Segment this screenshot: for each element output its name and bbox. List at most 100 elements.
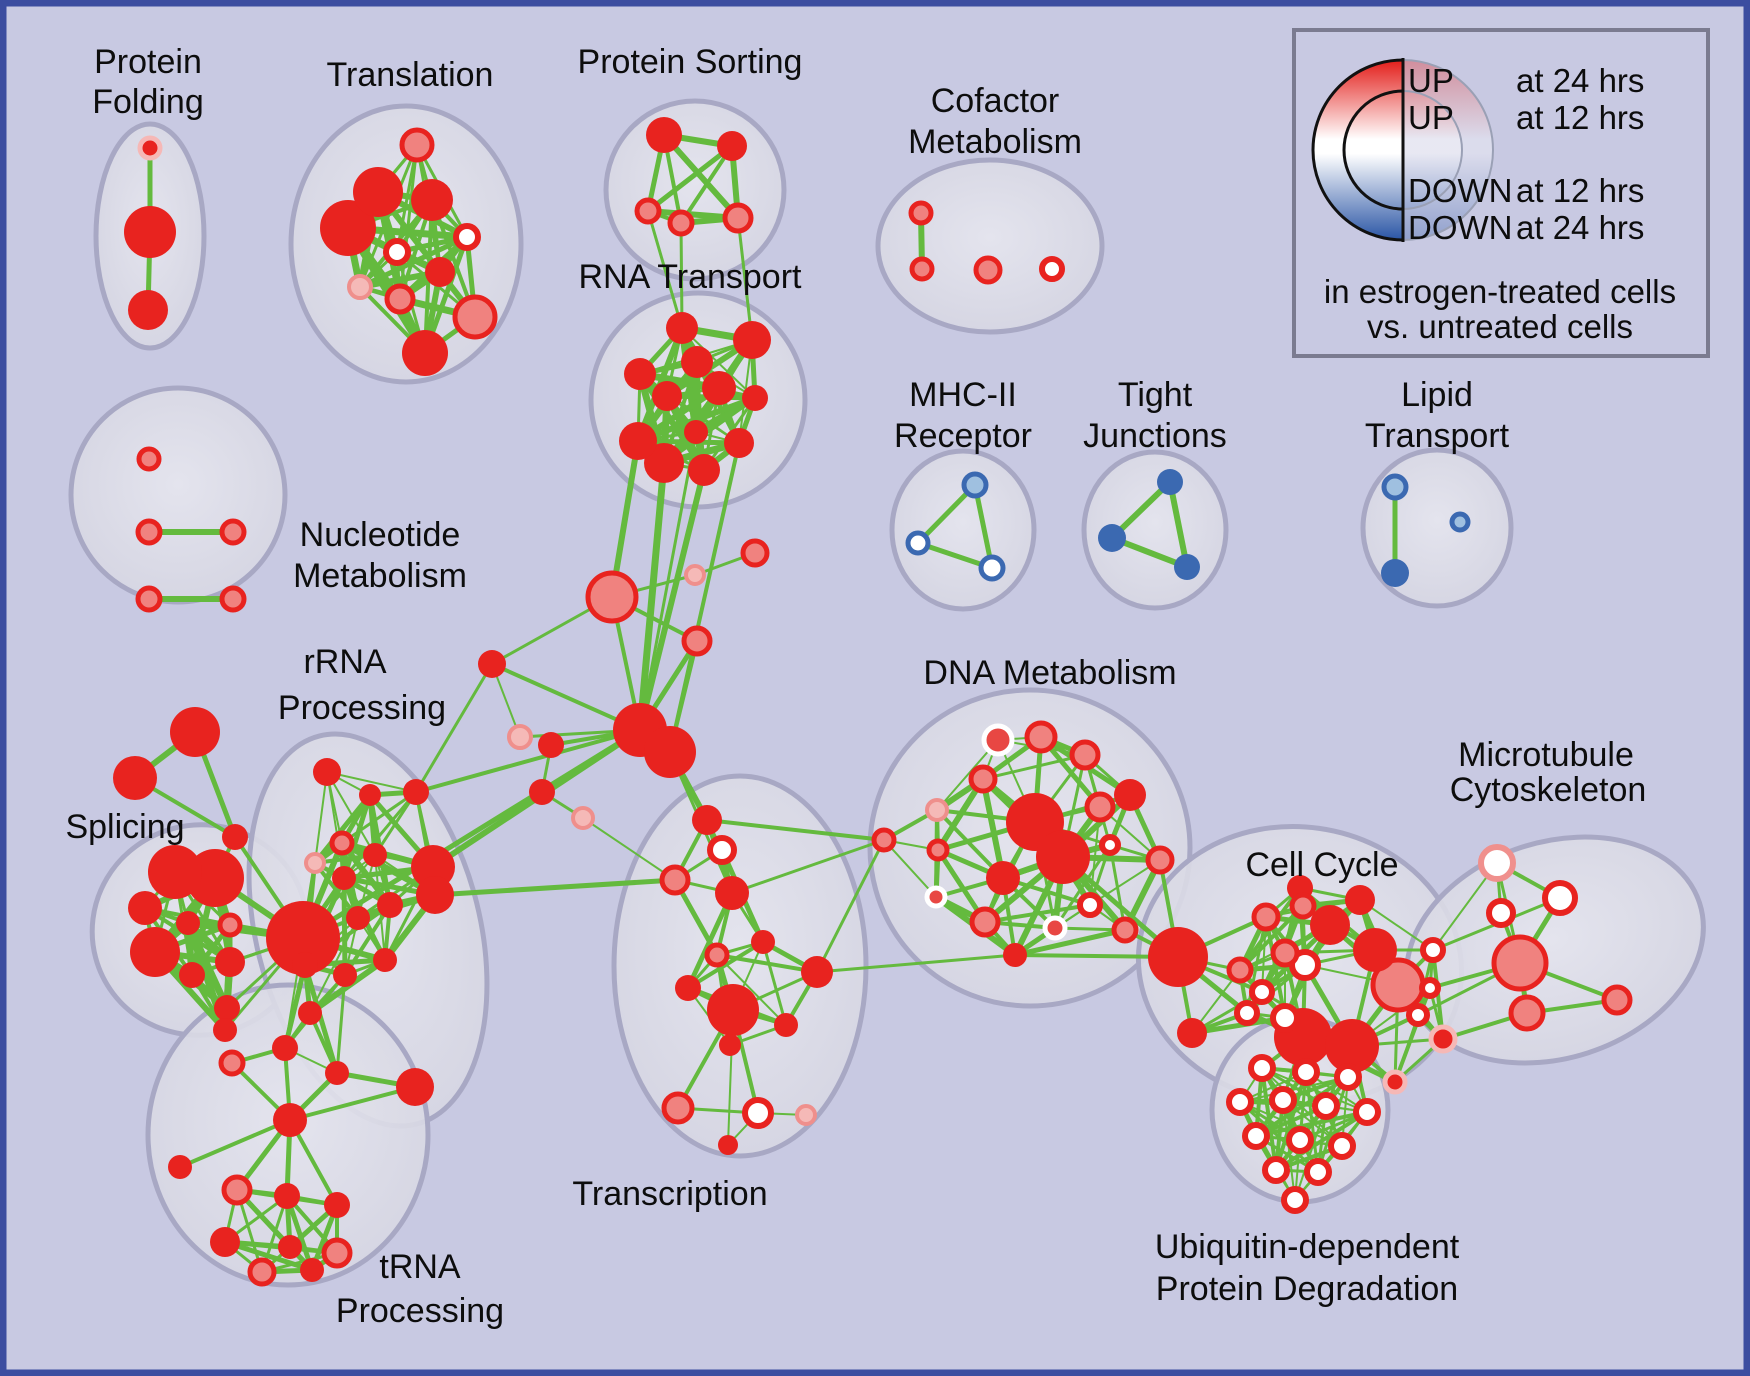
node-dm11 [1084,791,1116,823]
node-nm4 [135,585,163,613]
cluster-ellipse-protein-sorting [603,98,787,282]
legend-time-1: at 24 hrs [1516,62,1644,99]
cluster-label-transcription: Transcription [572,1175,767,1213]
edge-rt7-rt9 [635,395,758,444]
edge-rt12-ch5 [637,467,707,733]
edge-ps1-ps5 [661,132,741,221]
node-ub5 [1269,1086,1297,1114]
node-rr17 [325,1061,349,1085]
node-mh2 [905,530,931,556]
cluster-label-lipid-transport-line2: Transport [1365,417,1510,455]
cluster-label-ubiquitin-degradation-line2: Protein Degradation [1156,1270,1458,1308]
node-rr8 [411,845,455,889]
legend-ring-12h-half [1342,89,1405,211]
node-cc17 [1270,1003,1300,1033]
node-ub1 [1248,1054,1276,1082]
node-mt3 [1486,898,1516,928]
node-mt6 [1601,984,1633,1016]
node-cc7 [1249,979,1275,1005]
node-ub7 [1353,1098,1381,1126]
node-rr3 [403,779,429,805]
node-rt12 [688,454,720,486]
node-rr11 [346,906,370,930]
legend-direction-2: UP [1408,99,1454,136]
node-mt1 [1478,844,1516,882]
node-tr6 [210,1227,240,1257]
edge-rr1-rr6 [326,771,376,856]
node-nm1 [136,446,162,472]
edge-ch5-rr3 [414,728,642,794]
edge-tx1-dm6 [705,818,886,842]
cluster-ellipse-mhc-ii-receptor [889,448,1037,612]
node-ch9 [571,806,595,830]
node-dm2 [1024,720,1058,754]
node-ub2 [1292,1058,1320,1086]
edge-rr1-rr3 [326,771,417,793]
node-rt8 [684,420,708,444]
node-tx7 [675,975,701,1001]
cluster-label-cofactor-metabolism-line1: Cofactor [931,82,1060,120]
edge-tx4-tx7 [685,890,735,991]
node-rr2 [359,784,381,806]
node-tx12 [661,1091,695,1125]
node-mt4 [1491,934,1549,992]
edge-rr12-rr17 [302,962,340,1076]
node-ps5 [722,202,754,234]
node-pf3 [128,290,168,330]
edge-rr3-rr4 [340,790,418,845]
edge-tx5-tx10 [761,940,788,1027]
legend-ring-12h-faded-half [1402,89,1463,211]
edge-rr7-rr13 [341,875,348,978]
node-ch10 [478,650,506,678]
cluster-label-tight-junctions-line2: Junctions [1083,417,1227,455]
edge-rr1-rr5 [314,771,328,864]
node-tx8 [801,956,833,988]
node-rr13 [333,963,357,987]
legend-note-line2: vs. untreated cells [1367,308,1633,345]
edge-dm13-dm18 [1053,843,1112,930]
edge-rt4-rt7 [637,371,758,401]
node-nm5 [219,585,247,613]
node-tr8 [321,1237,353,1269]
node-cc5 [1270,938,1300,968]
node-pf1 [137,135,163,161]
node-ch3 [740,538,770,568]
node-cc11 [1345,885,1375,915]
node-tl3 [411,179,453,221]
node-sp13 [214,995,240,1021]
node-sp14 [213,1018,237,1042]
node-dm14 [924,885,948,909]
node-tr4 [274,1183,300,1209]
edge-tj1-tj3 [1167,479,1190,570]
node-ch2 [684,564,706,586]
node-dm13 [1099,834,1121,856]
node-dm6 [871,827,897,853]
node-cc2 [1177,1018,1207,1048]
node-rr19 [218,1049,246,1077]
node-tl9 [384,283,416,315]
node-rr14 [373,948,397,972]
node-ch4 [681,625,713,657]
node-sp4 [148,845,202,899]
node-tr7 [278,1235,302,1259]
node-mh1 [961,471,989,499]
cluster-ellipse-nucleotide-metabolism [68,385,288,605]
cluster-label-cell-cycle: Cell Cycle [1245,846,1398,884]
node-rr4 [329,830,355,856]
node-cm1 [908,200,934,226]
node-rr5 [304,852,326,874]
node-sp3 [222,824,248,850]
cluster-label-rrna-processing-line2: Processing [278,689,446,727]
node-tj1 [1157,469,1183,495]
node-ub9 [1286,1126,1314,1154]
node-tx6 [704,942,730,968]
edge-rr12-rr16 [282,962,308,1051]
cluster-label-tight-junctions-line1: Tight [1118,376,1193,414]
edge-rr2-rr5 [312,792,373,866]
node-rr10 [377,892,403,918]
node-tx10 [774,1013,798,1037]
node-ps4 [667,209,695,237]
edge-dm6-tx4 [730,838,886,895]
